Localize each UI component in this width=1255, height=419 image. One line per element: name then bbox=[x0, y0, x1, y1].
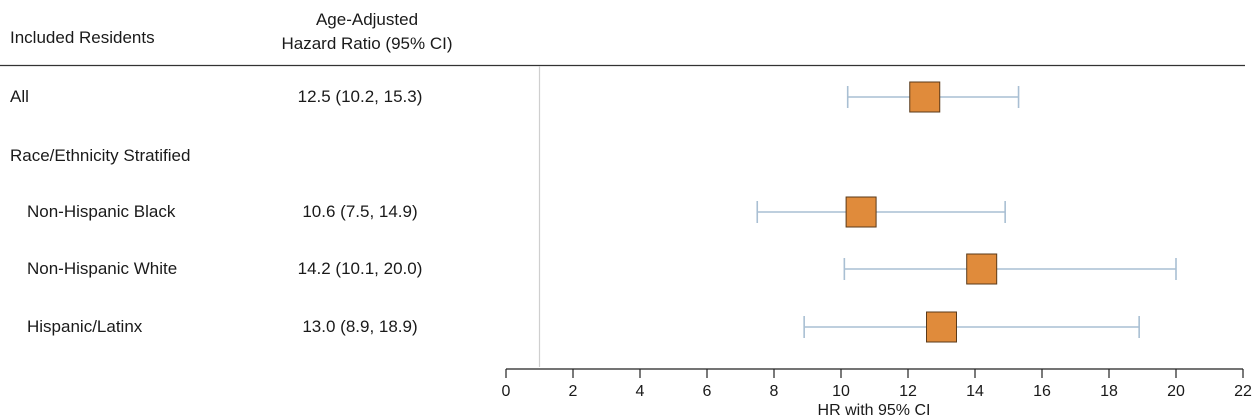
hr-marker-all bbox=[909, 81, 941, 113]
x-tick-label-8: 8 bbox=[770, 383, 779, 400]
row-value-non-hispanic-black: 10.6 (7.5, 14.9) bbox=[302, 202, 418, 221]
column-header-hazard-ratio-line2: Hazard Ratio (95% CI) bbox=[281, 34, 453, 53]
column-header-hazard-ratio: Age-Adjusted Hazard Ratio (95% CI) bbox=[262, 8, 472, 56]
hr-marker-non-hispanic-black bbox=[845, 196, 877, 228]
x-tick-label-12: 12 bbox=[899, 383, 917, 400]
x-tick-label-20: 20 bbox=[1167, 383, 1185, 400]
column-header-hazard-ratio-line1: Age-Adjusted bbox=[315, 10, 419, 29]
hr-marker-non-hispanic-white bbox=[966, 253, 998, 285]
x-tick-label-18: 18 bbox=[1100, 383, 1118, 400]
row-label-hispanic-latinx: Hispanic/Latinx bbox=[27, 317, 143, 336]
x-tick-label-22: 22 bbox=[1234, 383, 1252, 400]
x-tick-label-6: 6 bbox=[703, 383, 712, 400]
hr-marker-hispanic-latinx bbox=[926, 311, 957, 343]
row-label-non-hispanic-black: Non-Hispanic Black bbox=[27, 202, 176, 221]
x-tick-label-0: 0 bbox=[502, 383, 511, 400]
row-value-hispanic-latinx: 13.0 (8.9, 18.9) bbox=[302, 317, 418, 336]
x-tick-label-2: 2 bbox=[569, 383, 578, 400]
row-value-non-hispanic-white: 14.2 (10.1, 20.0) bbox=[297, 259, 423, 278]
row-value-all: 12.5 (10.2, 15.3) bbox=[297, 87, 423, 106]
row-label-all: All bbox=[10, 87, 29, 106]
x-tick-label-14: 14 bbox=[966, 383, 984, 400]
row-label-stratified: Race/Ethnicity Stratified bbox=[10, 146, 191, 165]
x-tick-label-10: 10 bbox=[832, 383, 850, 400]
x-axis-title: HR with 95% CI bbox=[818, 402, 931, 419]
x-tick-label-16: 16 bbox=[1033, 383, 1051, 400]
row-label-non-hispanic-white: Non-Hispanic White bbox=[27, 259, 178, 278]
column-header-residents: Included Residents bbox=[10, 28, 155, 47]
x-tick-label-4: 4 bbox=[636, 383, 645, 400]
